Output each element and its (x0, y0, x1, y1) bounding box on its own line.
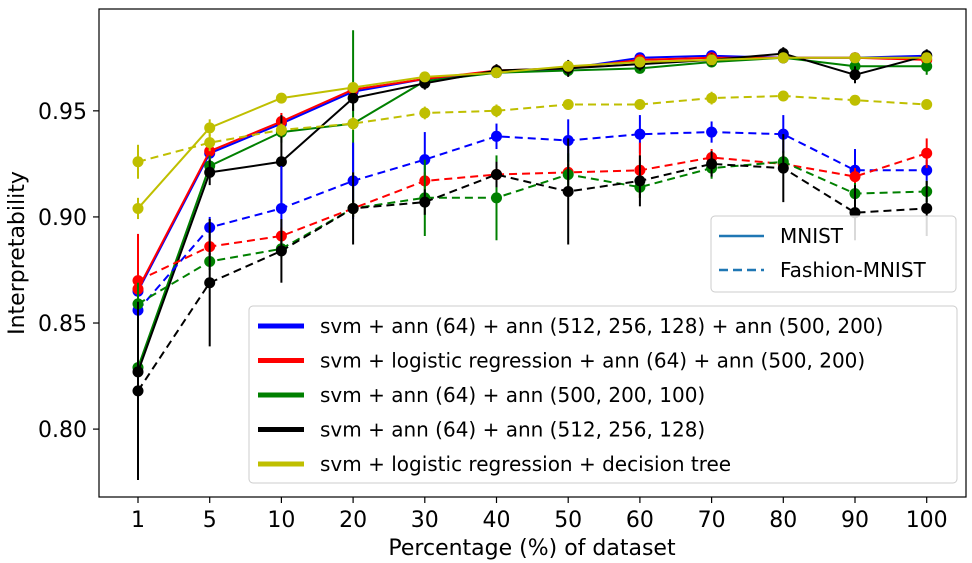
x-tick-label-100: 100 (906, 508, 948, 533)
model-legend-label-1: svm + logistic regression + ann (64) + a… (320, 349, 865, 373)
model-legend-entries: svm + ann (64) + ann (512, 256, 128) + a… (258, 314, 883, 476)
data-point-8-3 (347, 202, 359, 214)
x-axis-title: Percentage (%) of dataset (388, 536, 676, 561)
series-line-8 (137, 162, 927, 392)
data-point-3-3 (347, 92, 359, 104)
data-point-8-11 (921, 202, 933, 214)
data-point-4-8 (706, 54, 718, 66)
data-point-9-6 (562, 98, 574, 110)
data-point-4-1 (204, 122, 216, 134)
data-point-9-11 (921, 98, 933, 110)
data-point-4-11 (921, 52, 933, 64)
data-point-4-7 (634, 56, 646, 68)
x-tick-label-60: 60 (626, 508, 654, 533)
plot-frame (98, 8, 967, 498)
series-line-4 (137, 56, 927, 210)
data-point-6-0 (132, 275, 144, 287)
series-line-5 (137, 131, 927, 311)
data-point-7-5 (491, 192, 502, 204)
style-legend-entries: MNIST Fashion-MNIST (719, 224, 927, 282)
series-layer (132, 30, 933, 481)
data-point-9-4 (419, 107, 431, 119)
data-point-6-11 (921, 147, 933, 159)
data-point-8-7 (634, 175, 646, 187)
data-point-8-5 (491, 168, 502, 180)
data-point-3-2 (275, 156, 287, 168)
model-legend-box (248, 305, 958, 484)
style-legend-label-0: MNIST (780, 224, 844, 248)
y-tick-label-0.85: 0.85 (38, 312, 87, 337)
model-legend: svm + ann (64) + ann (512, 256, 128) + a… (248, 305, 958, 484)
data-point-5-5 (491, 130, 502, 142)
data-point-4-2 (275, 92, 287, 104)
data-point-9-10 (849, 94, 861, 106)
model-legend-label-4: svm + logistic regression + decision tre… (320, 452, 731, 476)
data-point-8-2 (275, 245, 287, 257)
data-point-8-6 (562, 185, 574, 197)
y-tick-label-0.80: 0.80 (38, 418, 87, 443)
style-legend-box (710, 215, 957, 293)
x-tick-label-80: 80 (769, 508, 797, 533)
data-point-5-11 (921, 164, 933, 176)
data-point-9-1 (204, 137, 216, 149)
data-point-2-11 (921, 60, 933, 72)
data-point-9-8 (706, 92, 718, 104)
series-line-9 (137, 95, 927, 163)
x-tick-label-40: 40 (483, 508, 511, 533)
data-point-9-0 (132, 156, 144, 168)
series-line-2 (137, 56, 927, 368)
data-point-5-2 (275, 202, 287, 214)
model-legend-label-0: svm + ann (64) + ann (512, 256, 128) + a… (320, 314, 883, 338)
x-tick-label-50: 50 (554, 508, 582, 533)
x-tick-label-1: 1 (131, 508, 145, 533)
model-legend-label-2: svm + ann (64) + ann (500, 200, 100) (320, 383, 705, 407)
data-point-4-3 (347, 82, 359, 94)
x-tick-label-70: 70 (698, 508, 726, 533)
data-point-9-5 (491, 105, 502, 117)
series-line-7 (137, 160, 927, 305)
data-point-4-9 (777, 52, 789, 64)
data-point-8-0 (132, 385, 144, 397)
model-legend-label-3: svm + ann (64) + ann (512, 256, 128) (320, 418, 705, 442)
x-axis: 1 5 10 20 30 40 50 60 70 80 90 100 (131, 497, 948, 533)
y-tick-label-0.90: 0.90 (38, 206, 87, 231)
data-point-3-10 (849, 69, 861, 81)
x-tick-label-5: 5 (203, 508, 217, 533)
data-point-9-3 (347, 118, 359, 130)
y-axis: 0.80 0.85 0.90 0.95 (38, 100, 99, 443)
data-point-8-4 (419, 196, 431, 208)
data-point-4-6 (562, 60, 574, 72)
series-8 (132, 134, 933, 481)
data-point-6-10 (849, 171, 861, 183)
data-point-8-8 (706, 158, 718, 170)
data-point-4-5 (491, 67, 502, 79)
data-point-4-4 (419, 71, 431, 83)
data-point-5-7 (634, 128, 646, 140)
y-axis-title: Interpretability (5, 171, 30, 335)
data-point-9-7 (634, 98, 646, 110)
data-point-3-1 (204, 166, 216, 178)
plot-area (98, 8, 967, 498)
series-4 (132, 52, 933, 220)
data-point-4-0 (132, 202, 144, 214)
x-tick-label-10: 10 (267, 508, 295, 533)
data-point-4-10 (849, 52, 861, 64)
data-point-8-10 (849, 207, 861, 219)
data-point-9-2 (275, 124, 287, 136)
data-point-8-9 (777, 162, 789, 174)
x-tick-label-20: 20 (339, 508, 367, 533)
data-point-5-8 (706, 126, 718, 138)
style-legend: MNIST Fashion-MNIST (710, 215, 957, 293)
data-point-8-1 (204, 277, 216, 289)
data-point-9-9 (777, 90, 789, 102)
style-legend-label-1: Fashion-MNIST (780, 258, 927, 282)
series-9 (132, 90, 933, 179)
y-tick-label-0.95: 0.95 (38, 100, 87, 125)
x-tick-label-30: 30 (411, 508, 439, 533)
x-tick-label-90: 90 (841, 508, 869, 533)
